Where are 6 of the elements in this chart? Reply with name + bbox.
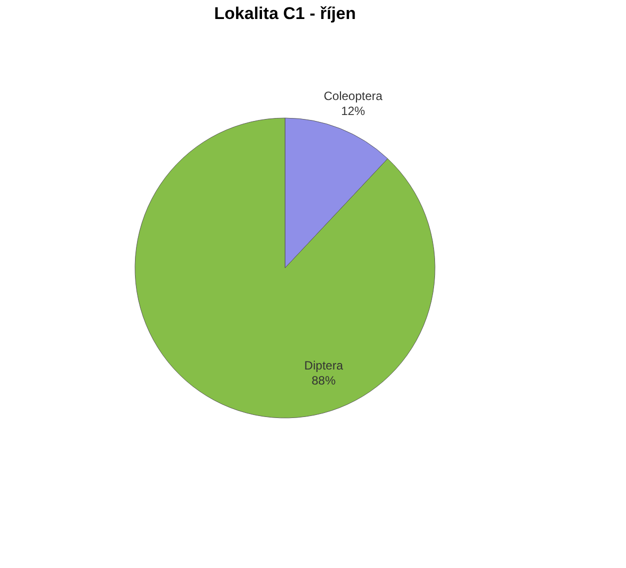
chart-title: Lokalita C1 - říjen [214,4,356,23]
slice-label: Diptera [304,358,344,373]
data-label: 12% [341,104,366,118]
pie-slice [134,118,436,418]
data-label: 88% [312,374,336,388]
slice-label: Coleoptera [324,88,383,103]
